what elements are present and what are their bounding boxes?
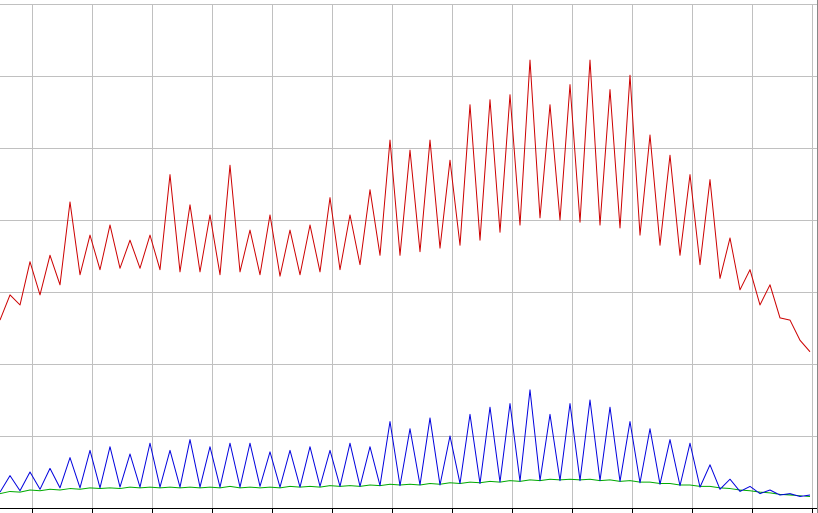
series-line xyxy=(0,389,811,497)
plot-lines xyxy=(0,59,811,497)
series-line xyxy=(0,59,811,353)
grid xyxy=(0,4,818,513)
series-line xyxy=(0,478,811,497)
